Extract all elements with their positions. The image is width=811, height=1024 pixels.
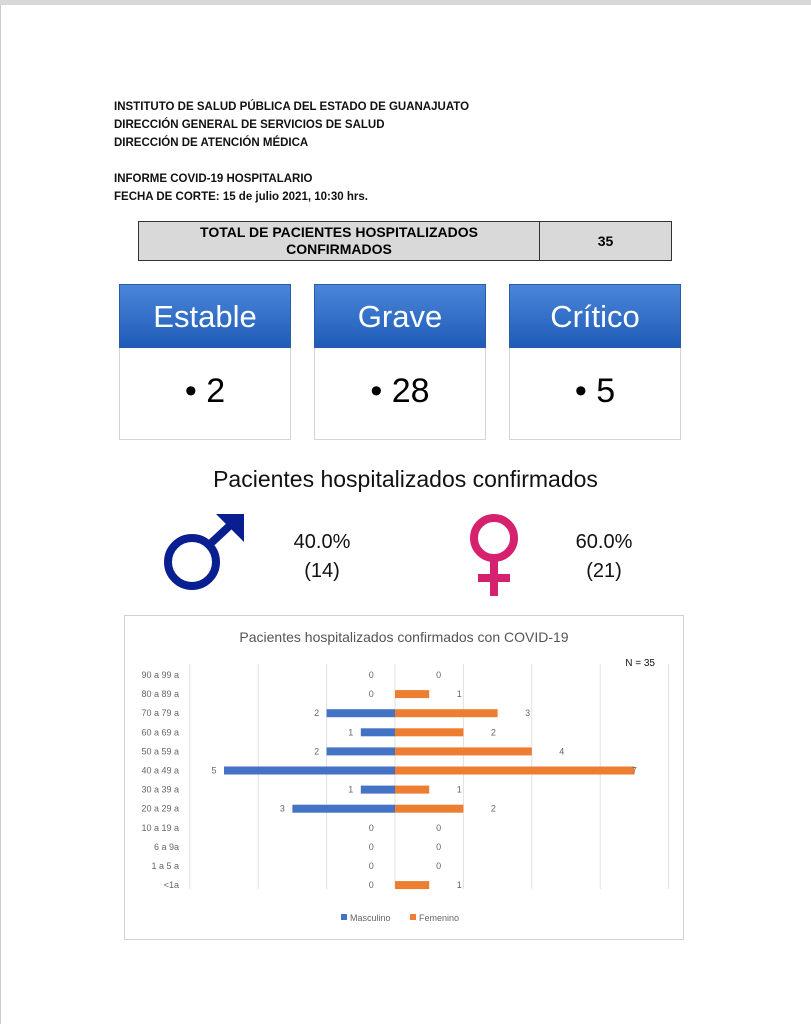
bar-masculino	[326, 709, 395, 718]
category-label: 20 a 29 a	[141, 804, 179, 814]
male-count: (14)	[304, 560, 340, 582]
status-value: • 2	[119, 348, 291, 440]
data-label-femenino: 0	[436, 823, 441, 833]
report-title: INFORME COVID-19 HOSPITALARIO	[114, 173, 313, 185]
status-value: • 28	[314, 348, 486, 440]
category-label: 30 a 39 a	[141, 785, 179, 795]
bar-masculino	[292, 804, 395, 813]
total-label: TOTAL DE PACIENTES HOSPITALIZADOS CONFIRM…	[139, 222, 540, 260]
top-bar	[0, 0, 811, 5]
status-value: • 5	[509, 348, 681, 440]
data-label-masculino: 3	[280, 804, 285, 814]
data-label-femenino: 2	[491, 804, 496, 814]
bar-masculino	[224, 766, 395, 775]
data-label-masculino: 0	[369, 823, 374, 833]
data-label-femenino: 0	[436, 670, 441, 680]
status-card-critico: Crítico • 5	[509, 284, 681, 440]
cutoff-date: FECHA DE CORTE: 15 de julio 2021, 10:30 …	[114, 191, 368, 203]
data-label-masculino: 2	[314, 746, 319, 756]
total-label-line: TOTAL DE PACIENTES HOSPITALIZADOS	[200, 224, 478, 240]
institution-header: INSTITUTO DE SALUD PÚBLICA DEL ESTADO DE…	[114, 98, 469, 152]
status-card-grave: Grave • 28	[314, 284, 486, 440]
legend-swatch-femenino	[410, 914, 416, 920]
page-edge	[0, 5, 1, 1024]
male-percent: 40.0%	[293, 531, 351, 553]
data-label-masculino: 0	[369, 861, 374, 871]
legend-femenino: Femenino	[419, 913, 459, 923]
category-label: 80 a 89 a	[141, 689, 179, 699]
header-line: INSTITUTO DE SALUD PÚBLICA DEL ESTADO DE…	[114, 101, 470, 113]
bar-masculino	[360, 785, 395, 794]
female-percent: 60.0%	[575, 531, 633, 553]
total-value: 35	[597, 233, 614, 249]
data-label-masculino: 1	[348, 785, 353, 795]
data-label-femenino: 0	[436, 861, 441, 871]
gender-title: Pacientes hospitalizados confirmados	[213, 466, 598, 492]
data-label-femenino: 0	[436, 842, 441, 852]
bar-femenino	[395, 690, 430, 699]
category-label: 40 a 49 a	[141, 766, 179, 776]
bar-femenino	[395, 747, 532, 756]
female-symbol-icon	[470, 514, 518, 596]
category-label: 70 a 79 a	[141, 708, 179, 718]
female-count: (21)	[586, 560, 622, 582]
status-label: Grave	[314, 284, 486, 348]
data-label-femenino: 2	[491, 727, 496, 737]
female-stats: 60.0% (21)	[554, 528, 654, 586]
category-label: 90 a 99 a	[141, 670, 179, 680]
male-stats: 40.0% (14)	[272, 528, 372, 586]
data-label-masculino: 1	[348, 727, 353, 737]
report-info: INFORME COVID-19 HOSPITALARIO FECHA DE C…	[114, 170, 368, 206]
category-label: 6 a 9a	[154, 842, 179, 852]
data-label-masculino: 0	[369, 670, 374, 680]
chart-title: Pacientes hospitalizados confirmados con…	[239, 629, 568, 645]
data-label-femenino: 4	[559, 746, 564, 756]
age-chart-svg: Pacientes hospitalizados confirmados con…	[141, 629, 670, 923]
bar-femenino	[395, 766, 635, 775]
data-label-femenino: 1	[457, 880, 462, 890]
data-label-femenino: 7	[632, 766, 637, 776]
data-label-masculino: 0	[369, 689, 374, 699]
bar-masculino	[360, 728, 395, 737]
data-label-femenino: 1	[457, 785, 462, 795]
data-label-femenino: 1	[457, 689, 462, 699]
category-label: 50 a 59 a	[141, 746, 179, 756]
chart-n-annotation: N = 35	[625, 658, 655, 669]
status-label: Crítico	[509, 284, 681, 348]
status-label: Estable	[119, 284, 291, 348]
bar-femenino	[395, 881, 430, 890]
bar-femenino	[395, 804, 464, 813]
data-label-masculino: 5	[211, 766, 216, 776]
male-symbol-icon	[164, 514, 244, 590]
status-card-estable: Estable • 2	[119, 284, 291, 440]
total-table: TOTAL DE PACIENTES HOSPITALIZADOS CONFIRM…	[138, 221, 672, 261]
data-label-femenino: 3	[525, 708, 530, 718]
legend-masculino: Masculino	[350, 913, 391, 923]
bar-femenino	[395, 709, 498, 718]
bar-masculino	[326, 747, 395, 756]
category-label: <1a	[164, 880, 179, 890]
data-label-masculino: 2	[314, 708, 319, 718]
header-line: DIRECCIÓN DE ATENCIÓN MÉDICA	[114, 137, 309, 149]
legend: Masculino Femenino	[341, 913, 459, 923]
category-label: 10 a 19 a	[141, 823, 179, 833]
header-line: DIRECCIÓN GENERAL DE SERVICIOS DE SALUD	[114, 119, 385, 131]
data-label-masculino: 0	[369, 880, 374, 890]
age-chart: Pacientes hospitalizados confirmados con…	[124, 615, 684, 940]
total-label-line: CONFIRMADOS	[286, 241, 392, 257]
category-label: 60 a 69 a	[141, 727, 179, 737]
bar-femenino	[395, 785, 430, 794]
category-label: 1 a 5 a	[151, 861, 179, 871]
bar-femenino	[395, 728, 464, 737]
data-label-masculino: 0	[369, 842, 374, 852]
legend-swatch-masculino	[341, 914, 347, 920]
